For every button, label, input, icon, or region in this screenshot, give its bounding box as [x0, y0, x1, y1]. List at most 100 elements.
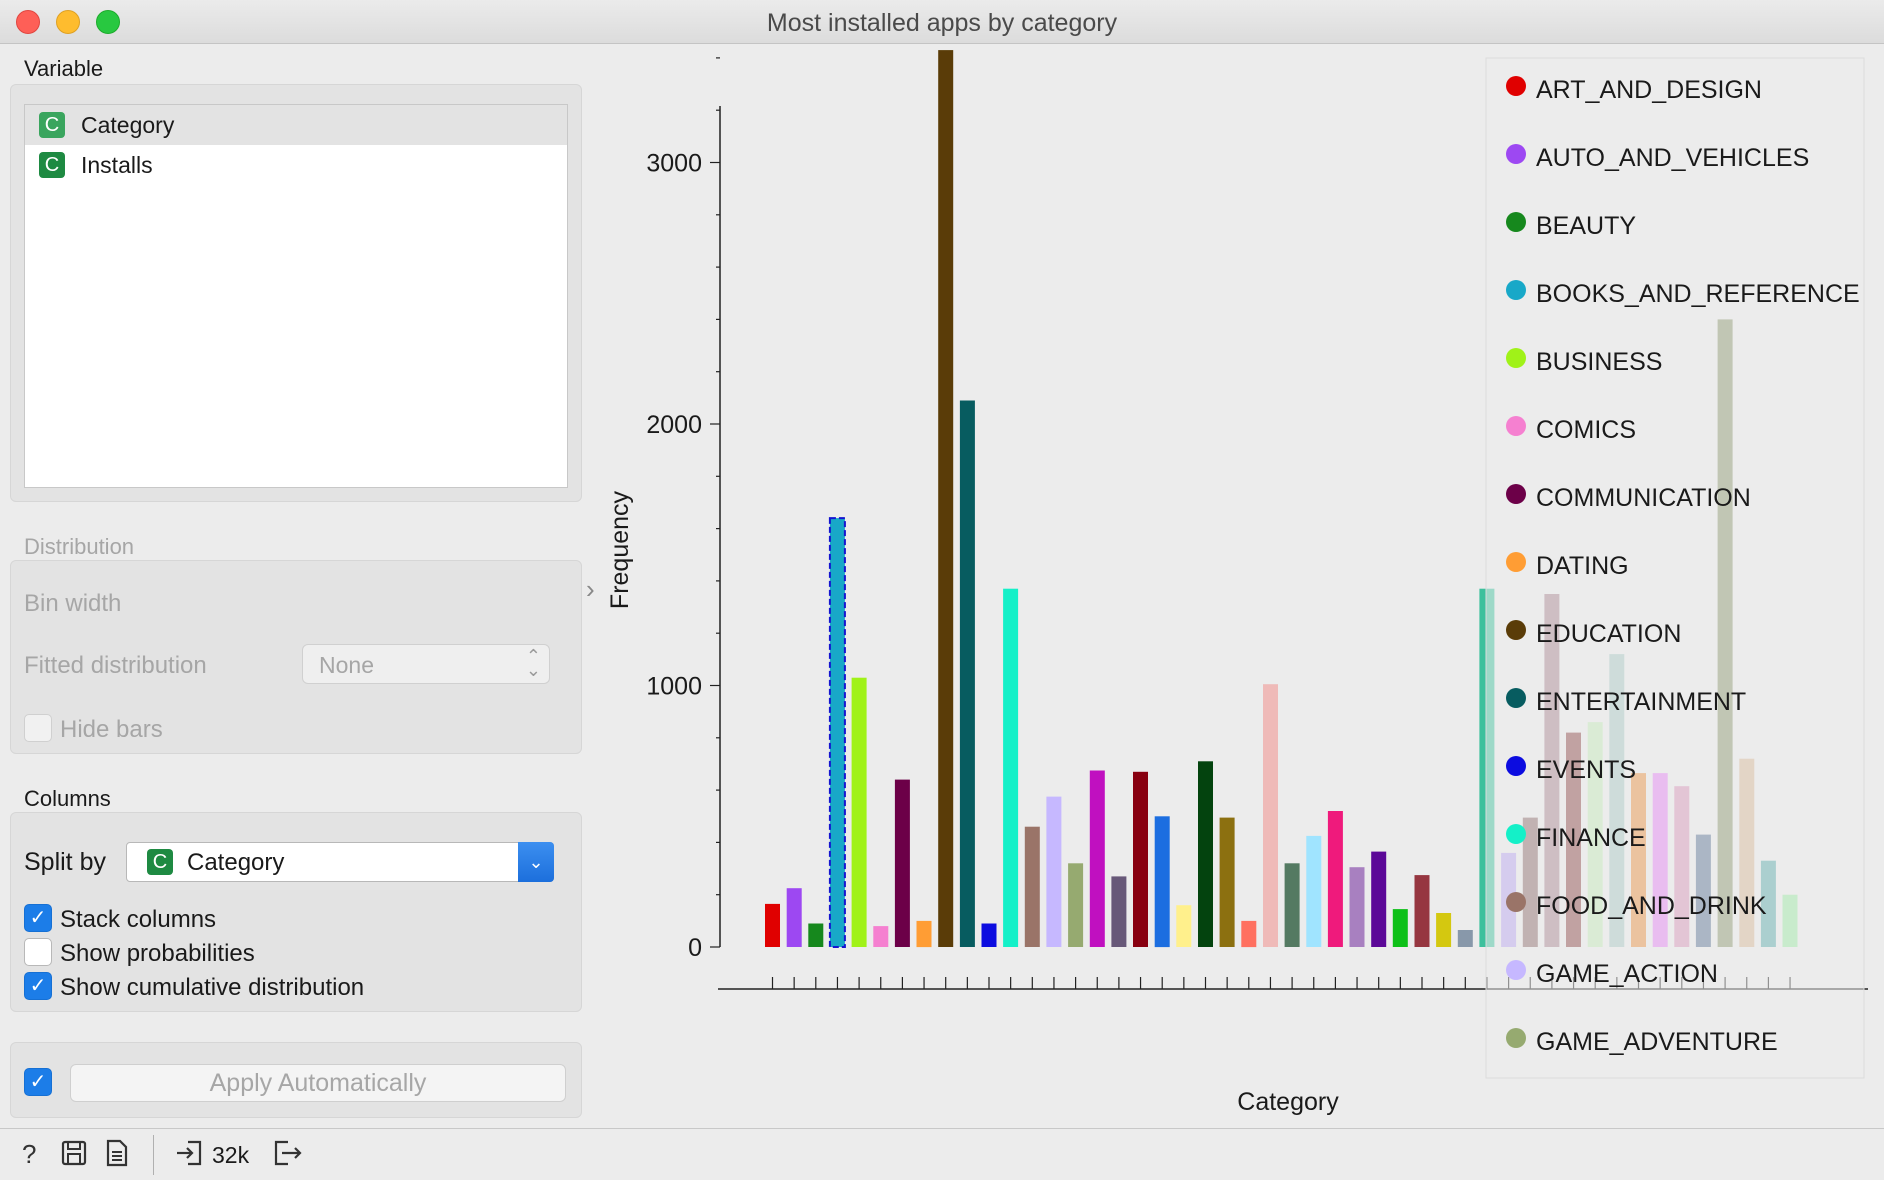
legend-item: GAME_ACTION — [1506, 960, 1718, 988]
legend-label: DATING — [1536, 552, 1629, 580]
bar[interactable] — [1046, 796, 1062, 947]
bar[interactable] — [786, 888, 802, 947]
bar[interactable] — [1436, 913, 1452, 947]
bar[interactable] — [765, 903, 780, 947]
y-tick-label: 1000 — [646, 673, 702, 701]
legend-swatch — [1506, 484, 1526, 504]
y-axis-label: Frequency — [606, 490, 634, 609]
fitted-distribution-select[interactable]: None ⌃ ⌄ — [302, 644, 550, 684]
legend-label: AUTO_AND_VEHICLES — [1536, 144, 1809, 172]
legend-item: BEAUTY — [1506, 212, 1636, 240]
maximize-button[interactable] — [96, 10, 120, 34]
legend-swatch — [1506, 144, 1526, 164]
apply-automatically-checkbox[interactable]: ✓ — [24, 1068, 52, 1096]
hide-bars-checkbox[interactable] — [24, 714, 52, 742]
variable-item-category[interactable]: C Category — [25, 105, 567, 145]
legend: ART_AND_DESIGN AUTO_AND_VEHICLES BEAUTY BOO… — [1506, 76, 1860, 1056]
variable-item-installs[interactable]: C Installs — [25, 145, 567, 185]
bar[interactable] — [851, 677, 867, 947]
bar[interactable] — [938, 50, 954, 948]
bar[interactable] — [981, 923, 997, 948]
legend-label: ENTERTAINMENT — [1536, 688, 1746, 716]
legend-swatch — [1506, 960, 1526, 980]
apply-button[interactable]: Apply Automatically — [70, 1064, 566, 1102]
bar[interactable] — [1414, 875, 1430, 947]
legend-item: BOOKS_AND_REFERENCE — [1506, 280, 1860, 308]
legend-swatch — [1506, 348, 1526, 368]
legend-swatch — [1506, 76, 1526, 96]
bin-width-label: Bin width — [24, 590, 122, 617]
bar[interactable] — [894, 779, 910, 947]
minimize-button[interactable] — [56, 10, 80, 34]
legend-box — [1485, 57, 1865, 1079]
bar[interactable] — [1219, 817, 1235, 947]
hide-bars-label: Hide bars — [60, 716, 163, 743]
bar[interactable] — [1003, 588, 1019, 947]
bar[interactable] — [1111, 876, 1127, 947]
split-by-value: Category — [187, 849, 285, 876]
bar[interactable] — [959, 400, 975, 948]
bar[interactable] — [1263, 684, 1278, 947]
bar[interactable] — [1327, 811, 1343, 947]
show-probabilities-checkbox[interactable] — [24, 938, 52, 966]
bar[interactable] — [1284, 863, 1300, 947]
help-icon[interactable]: ? — [22, 1139, 37, 1169]
chevron-down-icon[interactable]: ⌄ — [518, 842, 554, 882]
bar[interactable] — [1024, 826, 1040, 947]
categorical-icon: C — [39, 112, 65, 138]
legend-label: BEAUTY — [1536, 212, 1636, 240]
bar[interactable] — [1457, 930, 1473, 947]
bar[interactable] — [828, 517, 846, 948]
legend-label: COMMUNICATION — [1536, 484, 1751, 512]
legend-item: EDUCATION — [1506, 620, 1681, 648]
data-count: 32k — [212, 1142, 250, 1168]
bar[interactable] — [1154, 816, 1170, 948]
input-icon — [174, 1139, 204, 1174]
legend-swatch — [1506, 1028, 1526, 1048]
window-title: Most installed apps by category — [766, 9, 1118, 37]
legend-swatch — [1506, 892, 1526, 912]
legend-label: GAME_ADVENTURE — [1536, 1028, 1778, 1056]
categorical-icon: C — [147, 849, 173, 875]
variable-list[interactable]: C Category C Installs — [24, 104, 568, 488]
output-icon — [272, 1139, 304, 1174]
y-tick-label: 3000 — [646, 150, 702, 178]
legend-swatch — [1506, 552, 1526, 572]
show-probabilities-label: Show probabilities — [60, 940, 255, 967]
bar[interactable] — [1306, 835, 1322, 947]
bar[interactable] — [1176, 905, 1192, 947]
bar[interactable] — [1392, 909, 1408, 947]
title-bar: Most installed apps by category — [0, 0, 1884, 44]
legend-label: BOOKS_AND_REFERENCE — [1536, 280, 1860, 308]
bar[interactable] — [1198, 761, 1213, 947]
bar[interactable] — [808, 923, 824, 948]
bar[interactable] — [1089, 770, 1105, 948]
bar[interactable] — [1241, 920, 1257, 948]
report-icon[interactable] — [104, 1139, 130, 1174]
legend-swatch — [1506, 620, 1526, 640]
fitted-distribution-value: None — [319, 652, 374, 678]
bar[interactable] — [1068, 863, 1084, 947]
bar[interactable] — [1133, 771, 1148, 947]
cumulative-distribution-label: Show cumulative distribution — [60, 974, 365, 1001]
legend-swatch — [1506, 756, 1526, 776]
stack-columns-checkbox[interactable]: ✓ — [24, 904, 52, 932]
legend-item: ART_AND_DESIGN — [1506, 76, 1762, 104]
legend-label: BUSINESS — [1536, 348, 1662, 376]
bar[interactable] — [1371, 851, 1387, 947]
legend-item: GAME_ADVENTURE — [1506, 1028, 1778, 1056]
cumulative-distribution-checkbox[interactable]: ✓ — [24, 972, 52, 1000]
bar[interactable] — [873, 926, 889, 947]
updown-chevron-icon: ⌃ ⌄ — [525, 646, 541, 680]
legend-item: COMICS — [1506, 416, 1636, 444]
distribution-section-label: Distribution — [24, 534, 135, 559]
legend-item: EVENTS — [1506, 756, 1636, 784]
save-icon[interactable] — [60, 1139, 88, 1174]
bar[interactable] — [1349, 867, 1365, 947]
collapse-panel-icon[interactable]: › — [586, 574, 595, 604]
bar[interactable] — [916, 920, 932, 948]
histogram-plot[interactable]: 0 1000 2000 3000 ART_AND_DESIGN AUTO_AND_VEH… — [590, 48, 1874, 1124]
close-button[interactable] — [16, 10, 40, 34]
split-by-select[interactable]: C Category ⌄ — [126, 842, 554, 882]
columns-section-label: Columns — [24, 786, 111, 811]
